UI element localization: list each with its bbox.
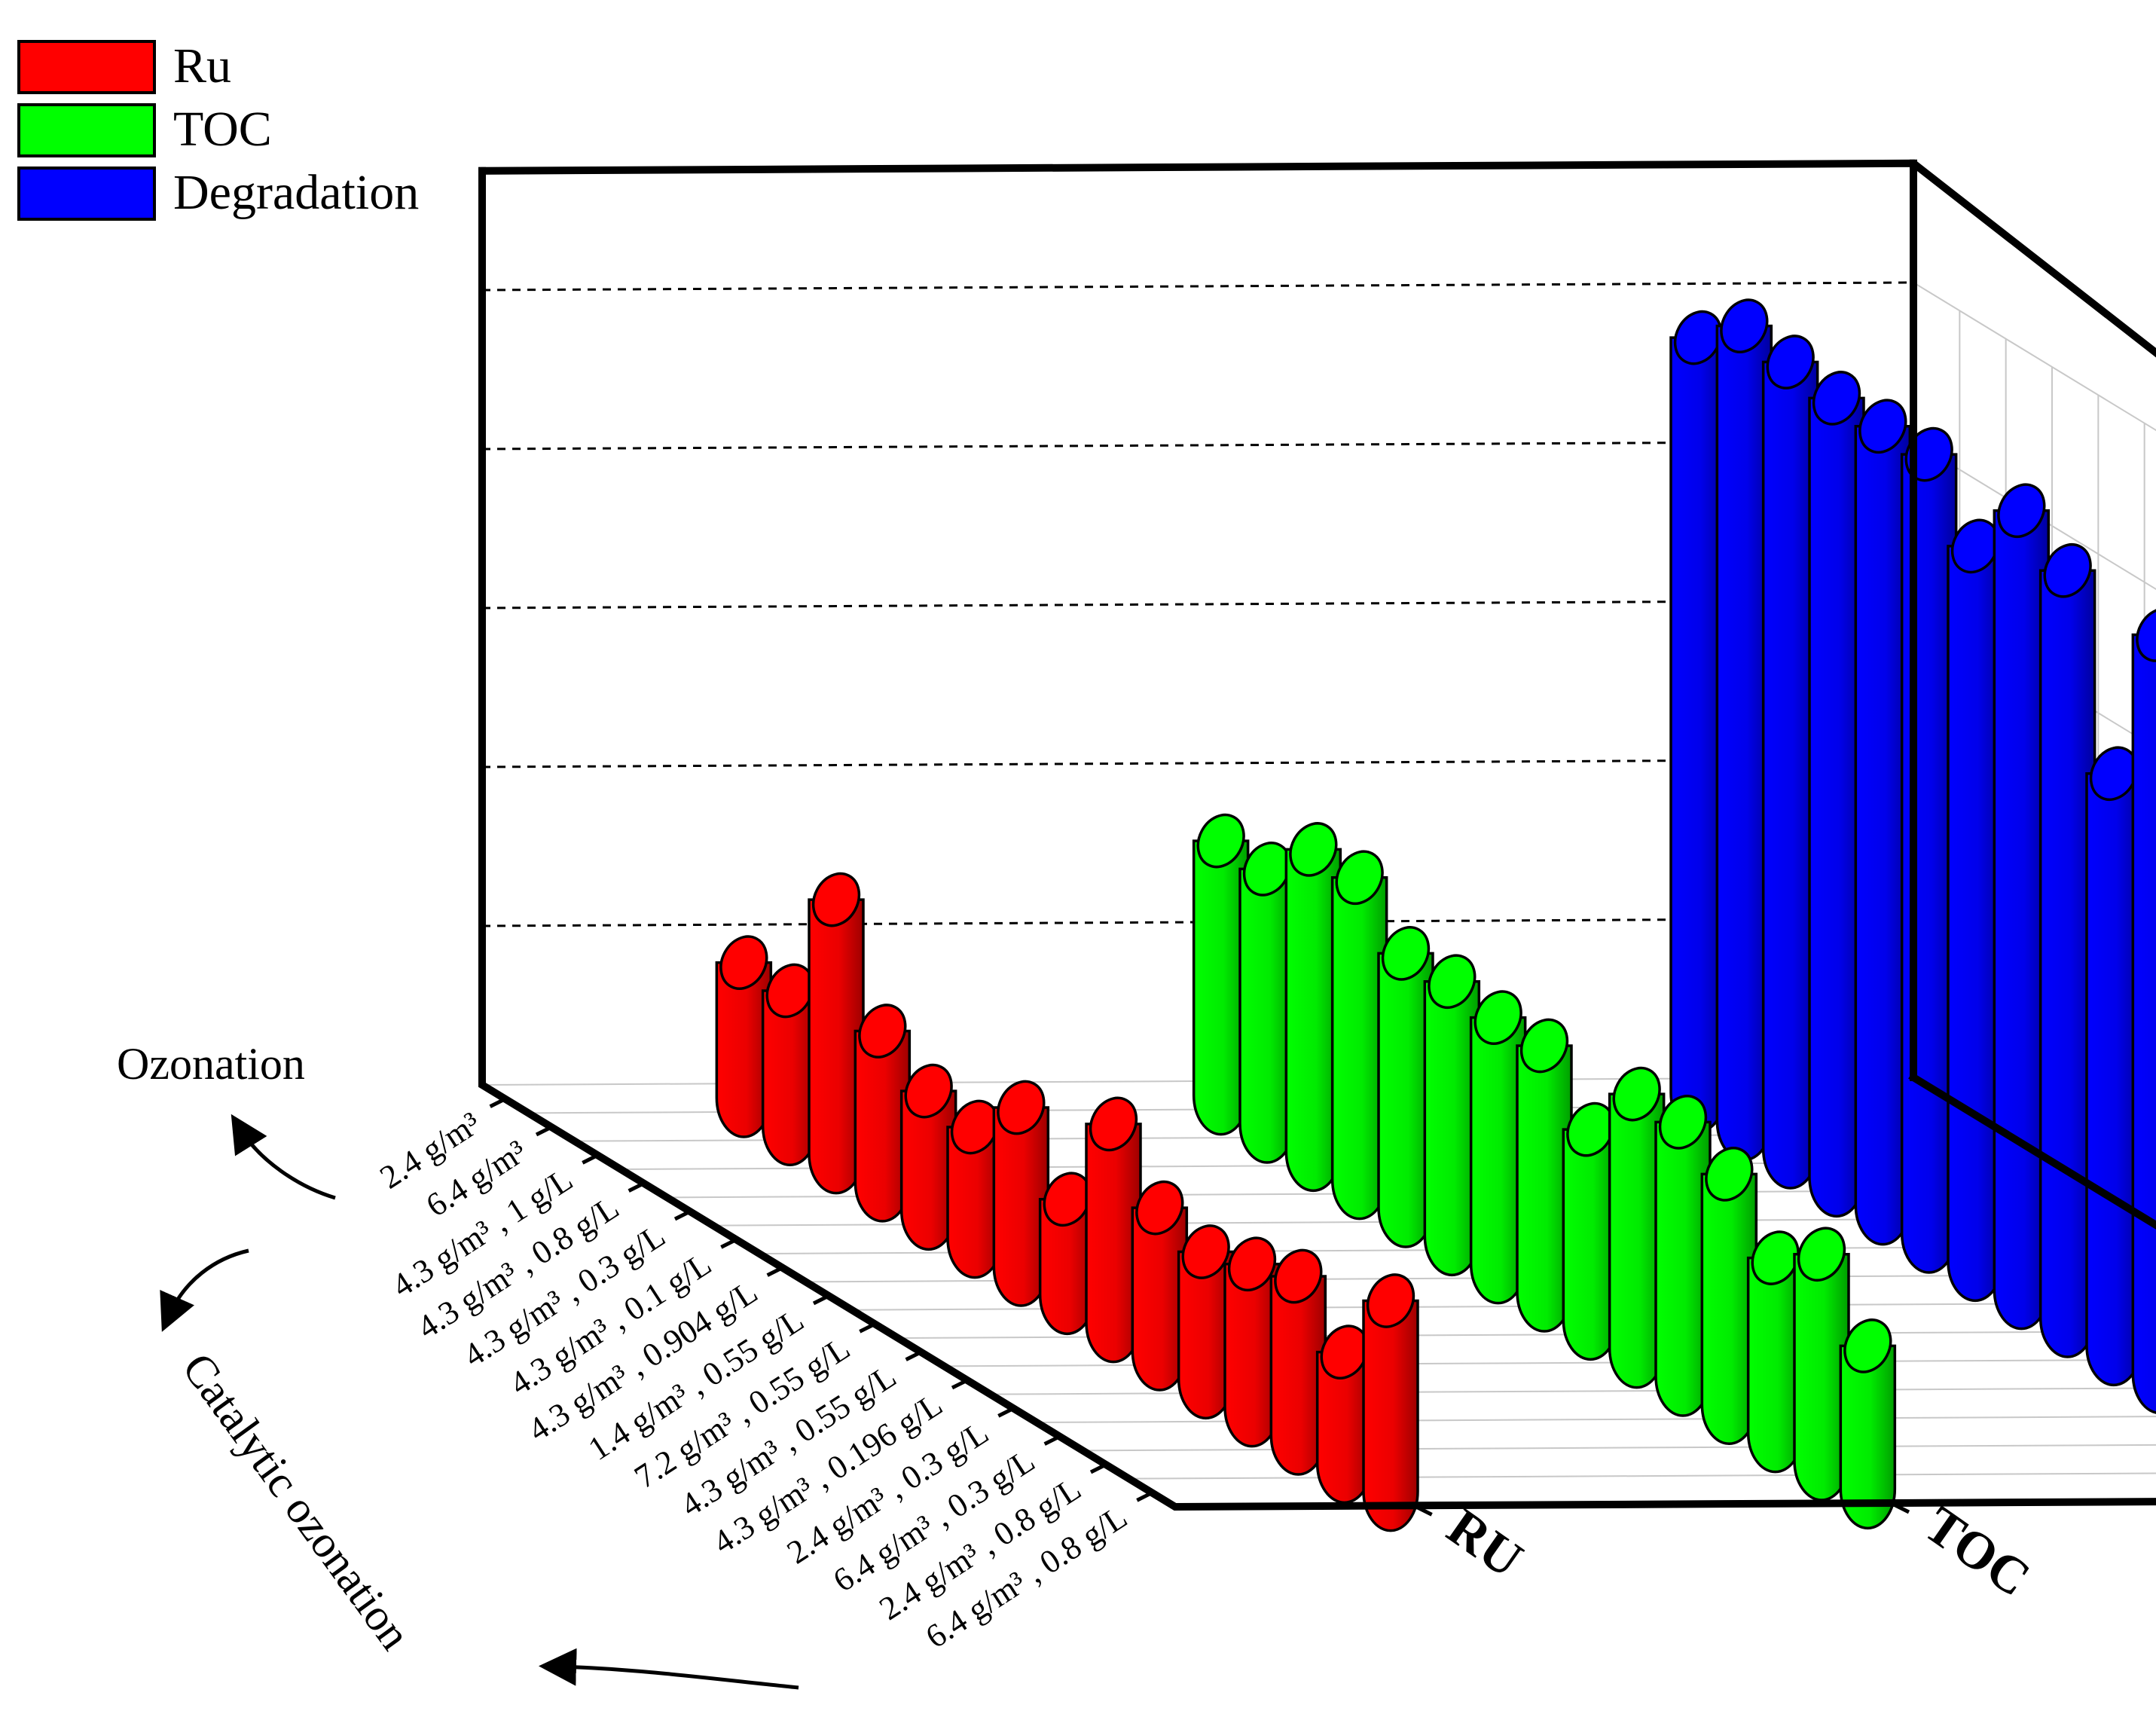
bar-degradation-11 <box>2131 607 2156 1414</box>
bar-top <box>1227 1236 1277 1292</box>
bar-top <box>811 872 861 927</box>
right-floor-edge <box>1908 1072 2156 1230</box>
row-tick <box>997 1407 1015 1418</box>
bars-layer <box>715 298 2156 1532</box>
legend-swatch-ru <box>17 40 156 94</box>
bar-top <box>1858 399 1907 454</box>
series-tick <box>1889 1501 1910 1514</box>
back-wall-gridline <box>481 281 1914 292</box>
bar-top <box>1997 483 2046 539</box>
row-tick <box>812 1294 830 1306</box>
row-tick <box>582 1153 599 1165</box>
bar-ru-4 <box>854 1004 912 1223</box>
bar-toc-15 <box>1839 1318 1897 1530</box>
bar-ru-6 <box>946 1099 1003 1279</box>
legend: Ru TOC Degradation <box>17 38 419 221</box>
bar-top <box>1196 813 1245 869</box>
bar-top <box>1381 926 1431 981</box>
bar-top <box>1181 1224 1230 1279</box>
bar-top <box>1612 1066 1661 1122</box>
row-tick <box>720 1238 737 1249</box>
row-tick <box>535 1125 553 1137</box>
bar-top <box>1812 371 1861 426</box>
bar-top <box>1720 298 1769 353</box>
bar-ru-15 <box>1362 1273 1419 1532</box>
bar-top <box>1658 1095 1708 1150</box>
bar-top <box>1473 990 1522 1045</box>
bar-top <box>1519 1018 1569 1074</box>
series-axis-label: RU <box>1437 1498 1532 1589</box>
group-label-ozonation: Ozonation <box>117 1039 305 1089</box>
bar-top <box>1766 335 1815 390</box>
bar-degradation-10 <box>2085 746 2142 1387</box>
bar-top <box>1797 1227 1846 1282</box>
catalytic-arrow-bottom <box>539 1648 799 1690</box>
row-tick <box>951 1378 969 1390</box>
legend-label-ru: Ru <box>173 38 231 93</box>
bar-top <box>1135 1180 1184 1236</box>
bar-toc-12 <box>1700 1147 1758 1446</box>
floor-grid-line <box>944 1358 2156 1367</box>
series-axis-label: TOC <box>1914 1496 2040 1608</box>
bar-ru-1 <box>715 935 773 1138</box>
row-tick <box>766 1266 783 1277</box>
bar-toc-3 <box>1284 822 1342 1193</box>
bar-top <box>1705 1147 1754 1202</box>
bar-top <box>1289 822 1338 877</box>
legend-swatch-degradation <box>17 167 156 221</box>
bar-top <box>1366 1273 1415 1328</box>
bar-ru-13 <box>1269 1248 1327 1476</box>
legend-label-toc: TOC <box>173 102 272 157</box>
ozonation-arrow <box>231 1114 336 1200</box>
bar-ru-14 <box>1315 1324 1373 1505</box>
row-tick <box>628 1181 645 1193</box>
bar-body <box>2131 633 2156 1414</box>
bar-top <box>1335 850 1384 906</box>
bar-top <box>1428 954 1477 1009</box>
row-tick <box>905 1350 922 1361</box>
group-label-catalytic-ozonation: Catalytic ozonation <box>173 1344 420 1659</box>
legend-swatch-toc <box>17 103 156 157</box>
bar-body <box>1362 1299 1419 1532</box>
bar-top <box>1843 1318 1892 1373</box>
bar-ru-5 <box>899 1063 957 1251</box>
row-tick <box>1043 1434 1061 1446</box>
right-wall-gridline <box>1913 282 2156 432</box>
bar-degradation-7 <box>1947 518 2004 1303</box>
bar-top <box>2136 607 2156 662</box>
bar-toc-14 <box>1793 1227 1850 1502</box>
bar-top <box>997 1080 1046 1135</box>
axes-layer <box>160 159 2156 1690</box>
bar-ru-12 <box>1223 1236 1281 1448</box>
bar-top <box>2043 543 2092 598</box>
bar-top <box>858 1004 907 1059</box>
bar-top <box>1089 1096 1138 1152</box>
bar-toc-13 <box>1746 1230 1804 1474</box>
legend-label-degradation: Degradation <box>173 165 419 220</box>
bar-toc-4 <box>1330 850 1388 1221</box>
bar-toc-7 <box>1469 990 1527 1305</box>
catalytic-arrow-top <box>160 1248 249 1332</box>
bar-degradation-8 <box>1993 483 2051 1331</box>
bar-degradation-5 <box>1854 399 1912 1246</box>
row-tick <box>1089 1462 1107 1474</box>
row-tick <box>673 1209 692 1221</box>
row-tick <box>489 1097 506 1108</box>
series-tick <box>1412 1504 1433 1517</box>
bar-ru-9 <box>1085 1096 1142 1364</box>
bar-top <box>904 1063 953 1119</box>
row-tick <box>1136 1491 1153 1502</box>
floor-grid-line <box>1128 1472 2156 1480</box>
bar-toc-9 <box>1562 1101 1620 1361</box>
row-tick <box>859 1322 876 1334</box>
bar-ru-7 <box>992 1080 1050 1307</box>
bar-top <box>1274 1248 1323 1304</box>
bar-top <box>719 935 768 990</box>
